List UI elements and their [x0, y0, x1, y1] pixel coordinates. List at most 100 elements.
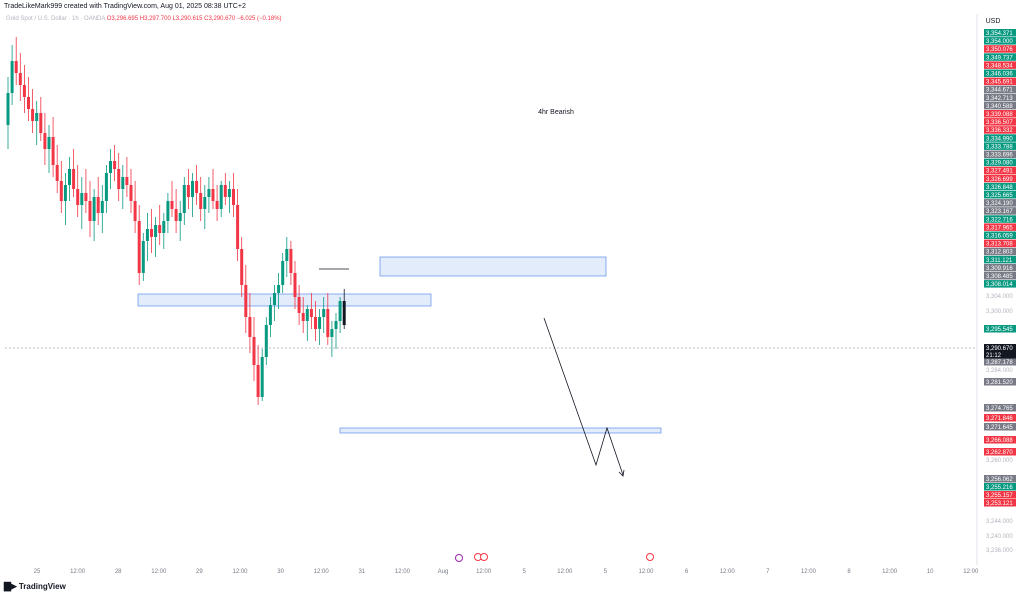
price-tag-label: 3,336.332 — [986, 128, 1013, 134]
price-tick-label: 3,240.000 — [986, 534, 1013, 540]
candle-body — [232, 189, 235, 205]
price-tag — [984, 61, 1016, 69]
price-tag-label: 3,287.178 — [986, 360, 1013, 366]
candle-body — [289, 249, 293, 273]
price-tag-label: 3,336.507 — [986, 120, 1013, 126]
economic-event-icon — [646, 553, 654, 561]
price-tag-label: 3,326.848 — [986, 185, 1013, 191]
candle-body — [252, 337, 256, 365]
zone-rectangle — [339, 427, 662, 434]
price-tag — [984, 29, 1016, 37]
candle-body — [264, 325, 268, 357]
candle-body — [84, 193, 88, 201]
price-tag — [984, 150, 1016, 158]
candle-body — [145, 229, 149, 241]
candle-body — [244, 285, 248, 317]
price-tag — [984, 110, 1016, 118]
candle-body — [31, 109, 35, 121]
ohlc-change: −6.025 (−0.18%) — [236, 16, 282, 22]
projection-drawings — [5, 268, 975, 477]
price-tick-label: 3,284.000 — [986, 368, 1013, 374]
zone-rectangle — [137, 293, 432, 307]
candle-body — [326, 309, 330, 337]
price-tag-label: 3,311.121 — [986, 258, 1013, 264]
candle-body — [137, 221, 141, 273]
candle-body — [133, 201, 137, 221]
candle-body — [63, 185, 67, 201]
price-tag-label: 3,312.803 — [986, 250, 1013, 256]
candle-body — [27, 97, 30, 109]
countdown-label: 21:12 — [986, 353, 1002, 359]
projection-path — [543, 317, 624, 476]
candle-body — [178, 213, 182, 221]
price-tag-label: 3,324.190 — [986, 201, 1013, 207]
time-tick-label: 12:00 — [638, 569, 654, 575]
candle-body — [141, 241, 145, 273]
time-tick-label: 12:00 — [232, 569, 248, 575]
price-tag — [984, 118, 1016, 126]
candle-body — [191, 181, 194, 197]
price-tag-label: 3,316.059 — [986, 234, 1013, 240]
candle-body — [14, 61, 18, 73]
annotation-4hr-bearish[interactable]: 4hr Bearish — [538, 109, 574, 116]
price-tag-label: 3,326.699 — [986, 177, 1013, 183]
time-tick-label: 8 — [847, 569, 851, 575]
time-tick-label: 12:00 — [557, 569, 573, 575]
time-tick-label: 12:00 — [720, 569, 736, 575]
symbol-name: Gold Spot / U.S. Dollar · 1h · OANDA — [6, 16, 106, 22]
price-tag — [984, 93, 1016, 102]
candle-body — [170, 201, 174, 209]
price-tag-label: 3,253.121 — [986, 501, 1013, 507]
candle-body — [215, 201, 219, 209]
price-tag — [984, 255, 1016, 264]
price-tag-label: 3,329.080 — [986, 161, 1013, 167]
candle-body — [55, 165, 59, 181]
candle-body — [203, 197, 207, 209]
candle-body — [125, 177, 129, 185]
price-tag — [984, 344, 1016, 352]
time-tick-label: 6 — [685, 569, 689, 575]
candle-body — [22, 85, 26, 97]
supply-demand-zones — [137, 256, 662, 434]
currency-label: USD — [986, 18, 1001, 25]
time-tick-label: 12:00 — [476, 569, 492, 575]
price-tag-label: 3,290.670 — [986, 346, 1013, 352]
candle-body — [207, 189, 211, 197]
price-tag-label: 3,308.485 — [986, 274, 1013, 280]
price-tag — [984, 325, 1016, 333]
price-tag-label: 3,322.716 — [986, 217, 1013, 223]
price-tag — [984, 239, 1016, 248]
footer-brand[interactable]: ▇▶ TradingView — [4, 581, 66, 592]
price-tag — [984, 174, 1016, 183]
brand-name: TradingView — [18, 582, 66, 591]
price-tag — [984, 414, 1016, 422]
price-tag-label: 3,333.788 — [986, 144, 1013, 150]
price-tag — [984, 247, 1016, 256]
candle-body — [182, 185, 186, 213]
price-tag-label: 3,339.088 — [986, 112, 1013, 118]
candle-body — [248, 317, 252, 337]
candle-body — [117, 169, 121, 189]
candle-body — [92, 197, 96, 221]
price-tag — [984, 134, 1016, 142]
price-tag-label: 3,309.916 — [986, 266, 1013, 272]
candle-body — [154, 225, 158, 237]
time-tick-label: 29 — [196, 569, 203, 575]
candle-body — [10, 61, 14, 93]
price-tag — [984, 404, 1016, 412]
candle-body — [113, 161, 117, 169]
price-tick-label: 3,300.000 — [986, 309, 1013, 315]
price-tag — [984, 37, 1016, 45]
price-tag-label: 3,327.491 — [986, 169, 1013, 175]
price-tag-label: 3,323.167 — [986, 209, 1013, 215]
time-axis: 25 12:00 28 12:00 29 12:00 30 12:00 31 12:00 Aug 12… — [34, 569, 979, 575]
price-tag — [984, 231, 1016, 239]
time-tick-label: 28 — [115, 569, 122, 575]
ohlc-open: O3,296.695 — [106, 16, 139, 22]
candle-body — [268, 305, 272, 325]
price-tag — [984, 182, 1016, 191]
price-tick-label: 3,244.000 — [986, 519, 1013, 525]
candle-body — [68, 169, 71, 185]
price-tag-label: 3,281.520 — [986, 380, 1013, 386]
